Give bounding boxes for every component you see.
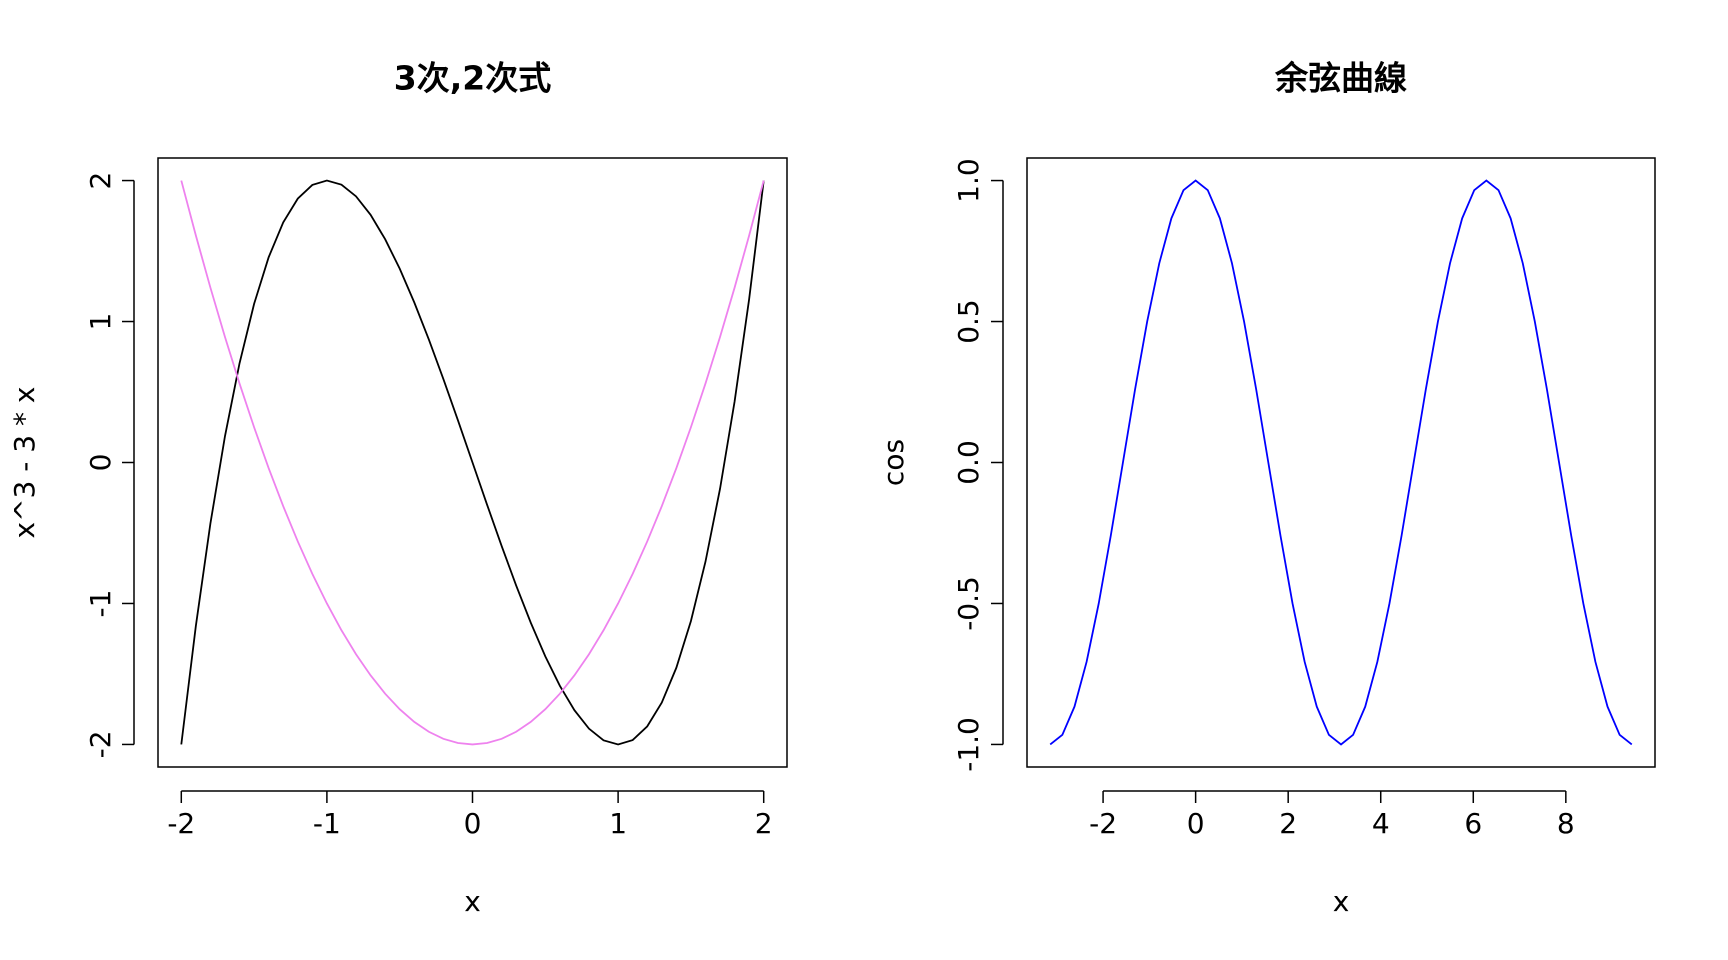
x-tick-label: 1 bbox=[609, 807, 627, 840]
y-tick-label: 1.0 bbox=[952, 158, 985, 203]
y-tick-label: 0.5 bbox=[952, 299, 985, 344]
y-tick-label: -0.5 bbox=[952, 576, 985, 631]
x-tick-label: 4 bbox=[1372, 807, 1390, 840]
y-axis-label: cos bbox=[877, 439, 910, 486]
x-tick-label: 2 bbox=[755, 807, 773, 840]
series-line bbox=[1049, 179, 1633, 746]
x-axis-label: x bbox=[464, 885, 481, 918]
y-tick-label: -1 bbox=[84, 590, 117, 618]
y-tick-label: -2 bbox=[84, 730, 117, 758]
x-tick-label: -1 bbox=[313, 807, 341, 840]
x-tick-label: 0 bbox=[1187, 807, 1205, 840]
y-tick-label: 2 bbox=[84, 172, 117, 190]
series-line bbox=[180, 180, 765, 746]
y-tick-label: 1 bbox=[84, 313, 117, 331]
x-axis-label: x bbox=[1333, 885, 1350, 918]
chart-title: 余弦曲線 bbox=[1274, 59, 1407, 98]
y-tick-label: 0 bbox=[84, 454, 117, 472]
x-tick-label: -2 bbox=[1089, 807, 1117, 840]
series-line bbox=[180, 179, 765, 746]
y-tick-label: 0.0 bbox=[952, 440, 985, 485]
x-tick-label: 2 bbox=[1279, 807, 1297, 840]
plot-box bbox=[1026, 157, 1656, 768]
y-tick-label: -1.0 bbox=[952, 717, 985, 772]
chart-title: 3次,2次式 bbox=[394, 59, 551, 98]
x-tick-label: -2 bbox=[167, 807, 195, 840]
x-tick-label: 8 bbox=[1557, 807, 1575, 840]
plot-box bbox=[157, 157, 788, 768]
y-axis-label: x^3 - 3 * x bbox=[8, 387, 41, 539]
x-tick-label: 0 bbox=[464, 807, 482, 840]
x-tick-label: 6 bbox=[1464, 807, 1482, 840]
